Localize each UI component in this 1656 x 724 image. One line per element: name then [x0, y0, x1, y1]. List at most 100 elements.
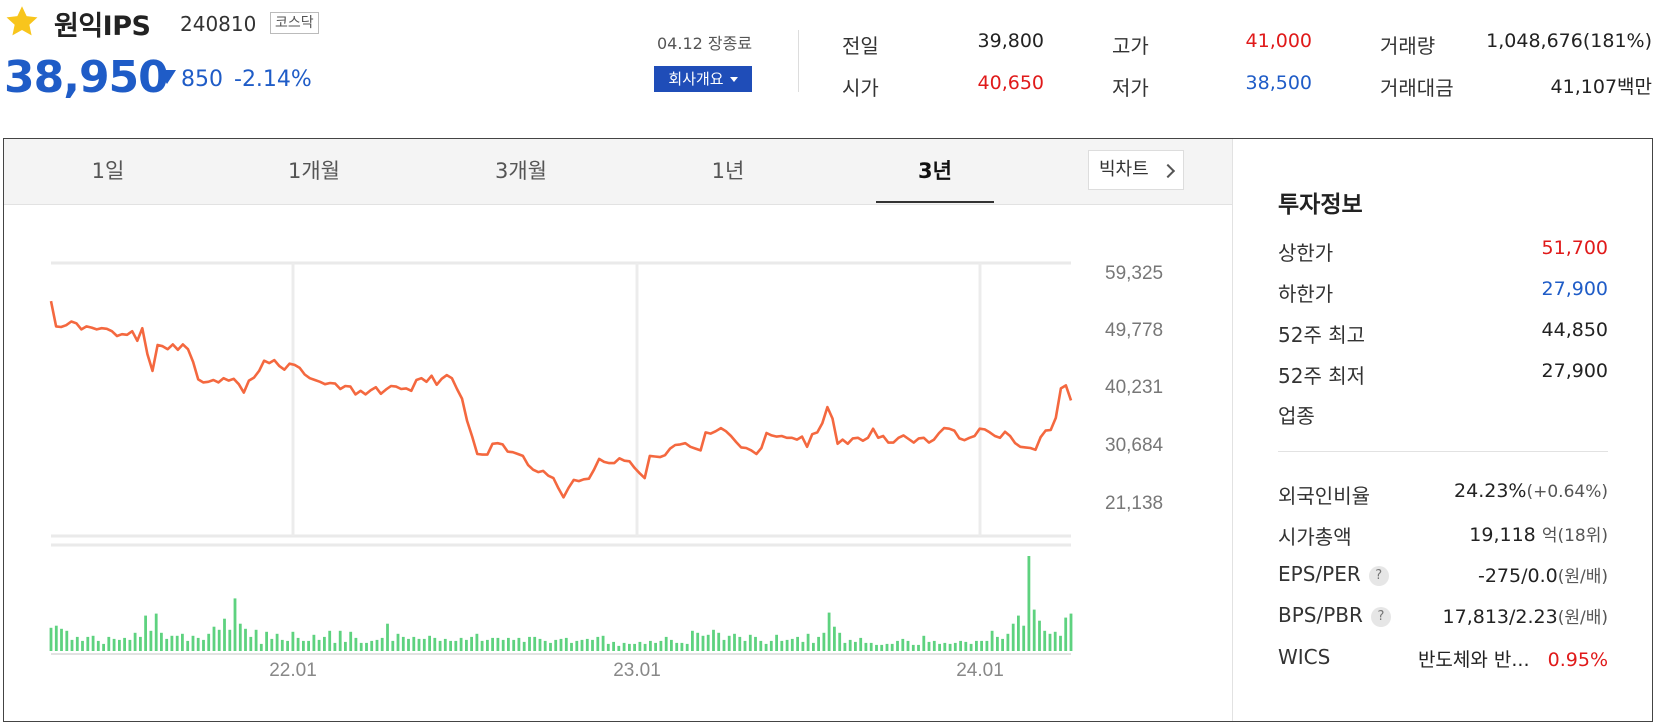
volume-bar — [417, 638, 421, 651]
volume-bar — [338, 630, 342, 651]
volume-bar — [764, 643, 768, 651]
volume-bar — [54, 625, 58, 651]
star-icon[interactable] — [4, 4, 40, 40]
bigchart-button[interactable]: 빅차트 — [1088, 150, 1184, 190]
volume-bar — [175, 635, 179, 651]
volume-bar — [217, 629, 221, 651]
volume-bar — [428, 635, 431, 651]
eps-per-value: -275/0.0(원/배) — [1380, 562, 1608, 587]
volume-bar — [333, 642, 337, 651]
volume-bar — [785, 639, 789, 651]
volume-bar — [980, 640, 983, 651]
volume-bar — [312, 634, 316, 651]
volume-bar — [638, 641, 642, 651]
price-change-pct: -2.14% — [234, 67, 312, 92]
upper-limit-label: 상한가 — [1278, 241, 1334, 265]
volume-bar — [349, 631, 353, 651]
volume-bar — [875, 644, 878, 651]
x-tick-label: 23.01 — [613, 660, 661, 681]
tab-1y[interactable]: 1년 — [711, 159, 745, 183]
volume-value: 1,048,676(181%) — [1486, 30, 1652, 52]
tab-1d[interactable]: 1일 — [91, 159, 125, 183]
volume-bar — [480, 640, 484, 651]
upper-limit-value: 51,700 — [1541, 237, 1608, 259]
volume-bar — [433, 637, 437, 651]
volume-bar — [691, 630, 694, 651]
volume-bar — [528, 636, 531, 651]
foreign-ratio-label: 외국인비율 — [1278, 484, 1370, 508]
price-chart[interactable]: 22.01 23.01 24.01 59,325 49,778 40,231 30,684 2… — [0, 0, 1232, 724]
volume-bar — [969, 643, 973, 651]
company-overview-button[interactable]: 회사개요 — [654, 66, 752, 92]
tab-1m[interactable]: 1개월 — [287, 159, 340, 183]
volume-bar — [664, 636, 668, 651]
volume-bar — [522, 641, 526, 651]
volume-bar — [890, 643, 894, 651]
volume-bar — [538, 638, 542, 651]
volume-bar — [1017, 615, 1020, 651]
wics-value[interactable]: 반도체와 반... 0.95% — [1380, 645, 1608, 672]
volume-bar — [727, 635, 731, 651]
wics-change: 0.95% — [1547, 649, 1608, 671]
volume-bar — [270, 638, 274, 651]
volume-bar — [244, 628, 247, 651]
volume-bar — [543, 640, 547, 651]
volume-bar — [344, 641, 347, 651]
volume-bar — [170, 635, 174, 651]
volume-bar — [843, 642, 847, 651]
volume-bar — [507, 637, 510, 651]
question-icon[interactable]: ? — [1368, 565, 1389, 586]
stock-name: 원익IPS — [54, 11, 151, 42]
volume-bar — [864, 642, 868, 651]
volume-bar — [848, 639, 852, 651]
eps-per-text: EPS/PER — [1278, 562, 1361, 586]
volume-bar — [533, 636, 537, 651]
volume-bar — [659, 640, 663, 651]
question-icon[interactable]: ? — [1370, 606, 1391, 627]
low-52w-label: 52주 최저 — [1278, 364, 1366, 388]
volume-bar — [517, 637, 521, 651]
market-cap-label: 시가총액 — [1278, 525, 1352, 549]
low-label: 저가 — [1112, 76, 1149, 100]
volume-bar — [443, 638, 447, 651]
tab-3m[interactable]: 3개월 — [494, 159, 547, 183]
volume-bar — [365, 642, 368, 651]
volume-bar — [622, 642, 626, 651]
volume-bar — [617, 645, 621, 651]
volume-bar — [454, 640, 458, 651]
wics-label: WICS — [1278, 645, 1331, 669]
volume-bar — [391, 640, 395, 651]
volume-bar — [154, 613, 158, 651]
volume-bar — [585, 638, 589, 651]
volume-bar — [296, 637, 300, 651]
divider — [798, 30, 799, 92]
high-value: 41,000 — [1245, 30, 1312, 52]
volume-bar — [370, 640, 374, 651]
volume-bar — [512, 639, 516, 651]
volume-bar — [323, 636, 326, 651]
volume-label: 거래량 — [1380, 34, 1436, 58]
volume-bar — [922, 635, 926, 651]
bps-pbr-text: BPS/PBR — [1278, 603, 1363, 627]
price-line — [49, 300, 1073, 499]
volume-bar — [554, 639, 558, 651]
volume-bar — [407, 638, 410, 651]
volume-bar — [743, 640, 747, 651]
volume-bar — [1001, 638, 1004, 651]
volume-bar — [559, 638, 563, 651]
volume-bar — [975, 640, 978, 651]
volume-bar — [107, 636, 111, 651]
volume-bar — [496, 637, 500, 651]
volume-bar — [564, 637, 568, 651]
volume-bar — [796, 636, 799, 651]
tab-3y[interactable]: 3년 — [918, 159, 952, 183]
volume-bar — [932, 640, 936, 651]
volume-bar — [580, 639, 584, 651]
volume-bar — [70, 639, 74, 651]
volume-bar — [775, 634, 778, 651]
y-tick-label: 30,684 — [1105, 435, 1164, 456]
volume-bar — [985, 640, 989, 651]
prev-close-label: 전일 — [842, 34, 879, 58]
volume-bar — [1069, 613, 1073, 651]
volume-bar — [1032, 609, 1036, 651]
